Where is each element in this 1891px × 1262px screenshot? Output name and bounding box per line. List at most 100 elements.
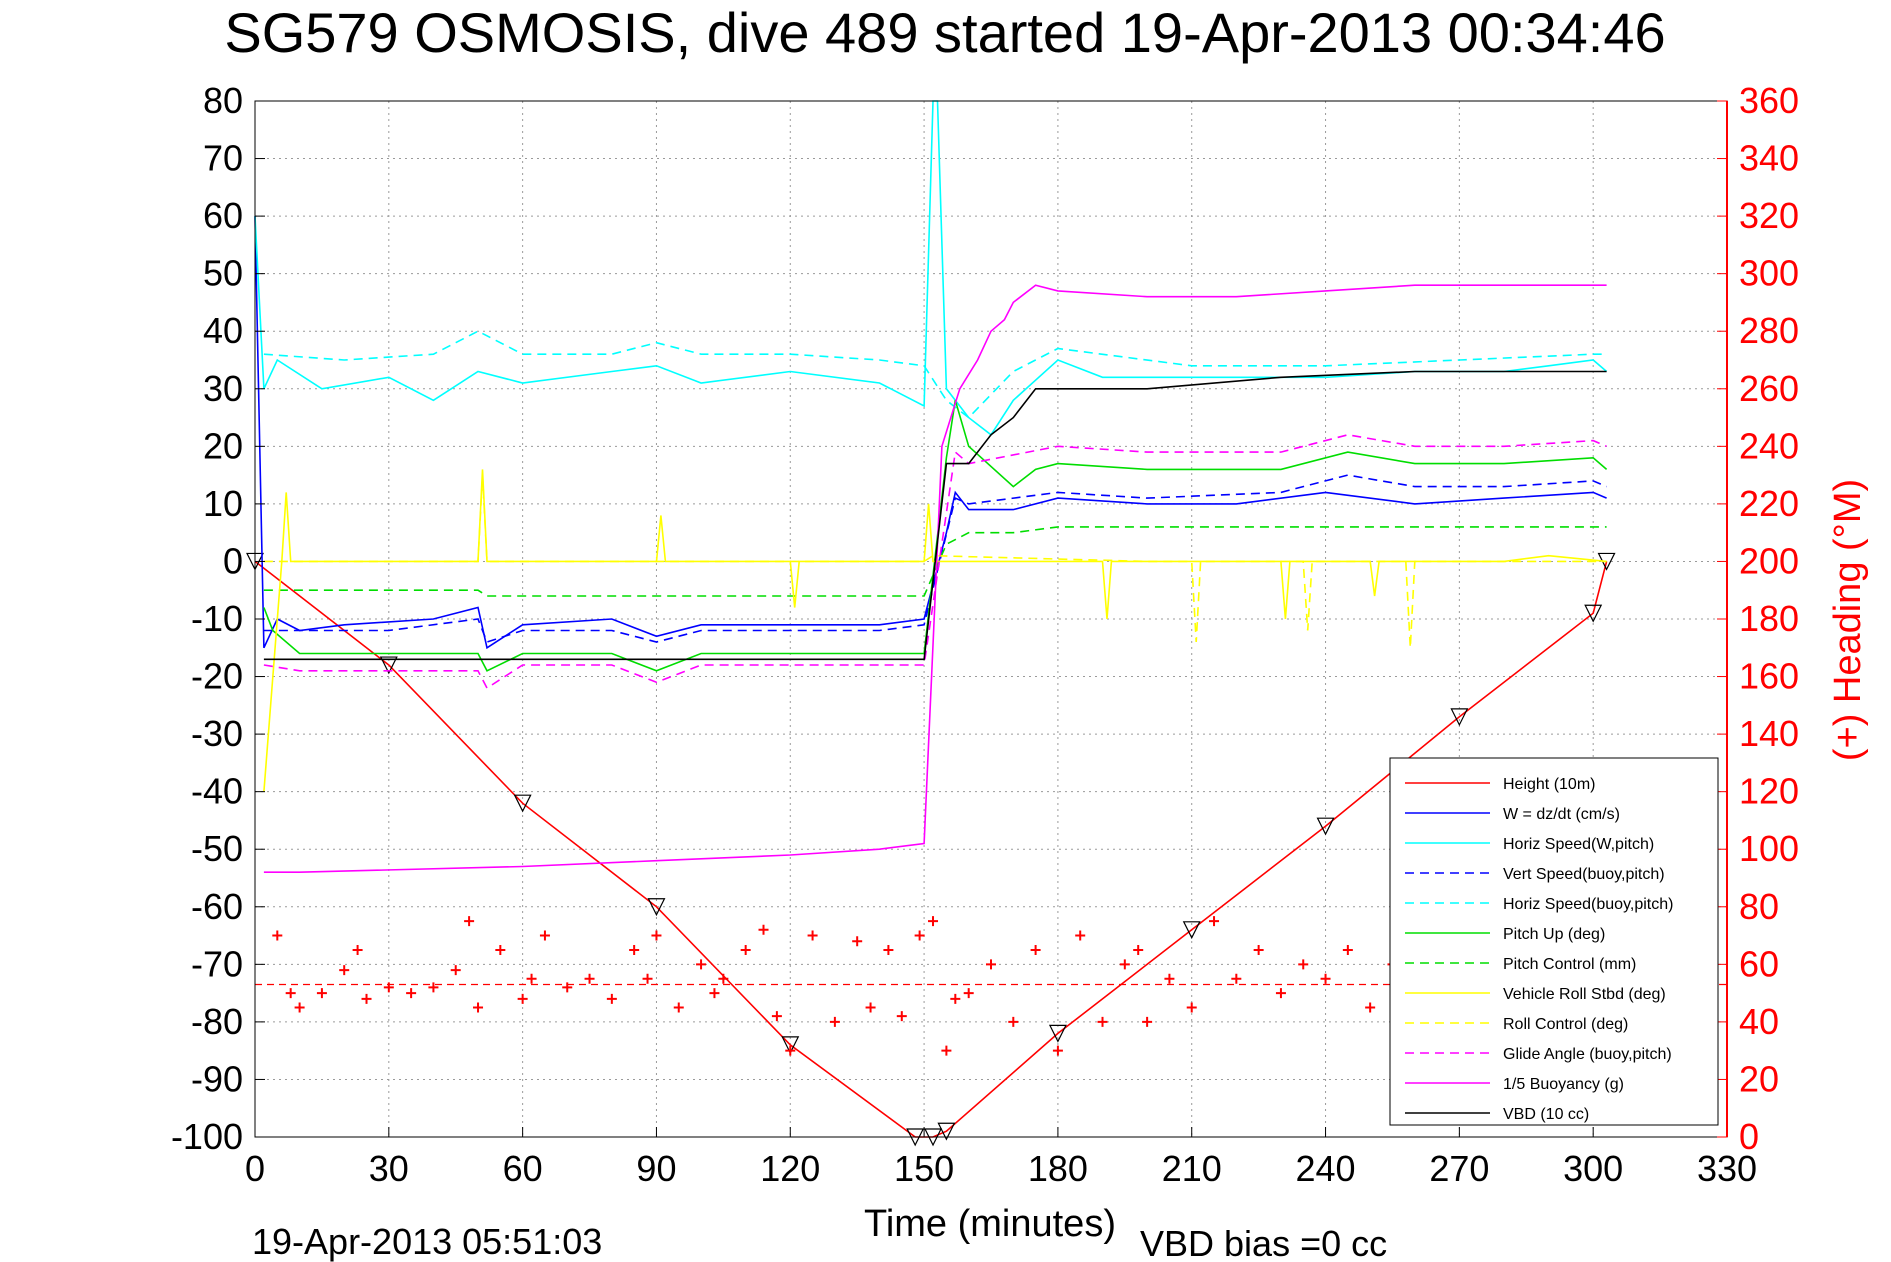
legend-label-0: Height (10m): [1503, 776, 1595, 793]
heading-point-17: [562, 982, 573, 993]
x-tick-label-4: 120: [760, 1148, 820, 1189]
x-axis-label: Time (minutes): [864, 1203, 1116, 1245]
heading-point-19: [606, 993, 617, 1004]
heading-point-22: [651, 930, 662, 941]
y-left-tick-label-11: -30: [191, 713, 243, 754]
y-right-tick-label-11: 140: [1739, 713, 1799, 754]
height-marker-9: [1182, 921, 1201, 940]
heading-point-49: [1133, 944, 1144, 955]
y-right-tick-label-0: 360: [1739, 80, 1799, 121]
legend-label-1: W = dz/dt (cm/s): [1503, 806, 1620, 823]
y-left-tick-label-1: 70: [203, 138, 243, 179]
heading-point-58: [1320, 973, 1331, 984]
y-right-tick-label-15: 60: [1739, 943, 1779, 984]
heading-point-34: [865, 1002, 876, 1013]
legend-label-4: Horiz Speed(buoy,pitch): [1503, 896, 1673, 913]
y-left-tick-label-7: 10: [203, 483, 243, 524]
y-right-tick-label-3: 300: [1739, 253, 1799, 294]
series-line-6: [263, 526, 1607, 597]
y-left-tick-label-18: -100: [171, 1116, 243, 1157]
heading-point-31: [807, 930, 818, 941]
heading-point-38: [928, 916, 939, 927]
heading-point-18: [584, 973, 595, 984]
heading-point-11: [464, 916, 475, 927]
y-right-tick-label-18: 0: [1739, 1116, 1759, 1157]
legend-box: [1389, 757, 1719, 1126]
heading-point-56: [1275, 988, 1286, 999]
y-left-tick-label-9: -10: [191, 598, 243, 639]
series-1: [254, 216, 1607, 650]
y-left-tick-label-17: -90: [191, 1058, 243, 1099]
series-4: [263, 330, 1607, 419]
series-line-11: [263, 370, 1607, 661]
footer-timestamp: 19-Apr-2013 05:51:03: [252, 1221, 602, 1262]
height-marker-4: [781, 1036, 800, 1055]
y-right-tick-label-12: 120: [1739, 771, 1799, 812]
heading-point-32: [829, 1016, 840, 1027]
x-tick-label-1: 30: [369, 1148, 409, 1189]
y-left-tick-label-13: -50: [191, 828, 243, 869]
heading-point-51: [1164, 973, 1175, 984]
heading-point-20: [629, 944, 640, 955]
y-left-tick-label-0: 80: [203, 80, 243, 121]
series-line-5: [263, 400, 1608, 672]
series-layer: [246, 100, 1727, 1147]
x-tick-label-3: 90: [636, 1148, 676, 1189]
heading-point-3: [316, 988, 327, 999]
y-left-tick-label-5: 30: [203, 368, 243, 409]
series-line-3: [263, 474, 1607, 643]
heading-point-14: [517, 993, 528, 1004]
series-12: [272, 916, 1411, 1056]
series-5: [263, 400, 1608, 672]
y-left-tick-label-14: -60: [191, 886, 243, 927]
heading-point-1: [285, 988, 296, 999]
x-axis-ticks: 0 30 60 90 120 150 180 210 240 270 300 330: [245, 1127, 1757, 1189]
heading-point-16: [539, 930, 550, 941]
heading-point-29: [771, 1011, 782, 1022]
heading-point-24: [696, 959, 707, 970]
heading-point-39: [941, 1045, 952, 1056]
y-right-tick-label-7: 220: [1739, 483, 1799, 524]
legend-label-8: Roll Control (deg): [1503, 1016, 1628, 1033]
x-tick-label-11: 330: [1697, 1148, 1757, 1189]
heading-point-46: [1075, 930, 1086, 941]
footer-vbd-bias: VBD bias =0 cc: [1140, 1223, 1387, 1262]
heading-point-50: [1142, 1016, 1153, 1027]
heading-point-37: [914, 930, 925, 941]
y-right-tick-label-9: 180: [1739, 598, 1799, 639]
y-right-tick-label-14: 80: [1739, 886, 1779, 927]
series-line-10: [263, 284, 1607, 874]
heading-point-27: [740, 944, 751, 955]
legend-label-2: Horiz Speed(W,pitch): [1503, 836, 1654, 853]
heading-point-0: [272, 930, 283, 941]
series-2: [254, 100, 1608, 436]
series-3: [263, 474, 1607, 643]
y-left-tick-label-10: -20: [191, 656, 243, 697]
series-line-9: [263, 433, 1607, 690]
x-tick-label-0: 0: [245, 1148, 265, 1189]
heading-point-2: [294, 1002, 305, 1013]
heading-point-10: [450, 965, 461, 976]
heading-point-52: [1186, 1002, 1197, 1013]
height-marker-12: [1584, 604, 1603, 623]
heading-point-12: [473, 1002, 484, 1013]
series-10: [263, 284, 1607, 874]
y-left-tick-label-12: -40: [191, 771, 243, 812]
height-marker-2: [513, 794, 532, 813]
legend-label-9: Glide Angle (buoy,pitch): [1503, 1046, 1672, 1063]
y-right-tick-label-13: 100: [1739, 828, 1799, 869]
heading-point-35: [883, 944, 894, 955]
y-right-tick-label-1: 340: [1739, 138, 1799, 179]
x-tick-label-10: 300: [1563, 1148, 1623, 1189]
x-tick-label-7: 210: [1162, 1148, 1222, 1189]
heading-point-4: [339, 965, 350, 976]
y-left-tick-label-16: -80: [191, 1001, 243, 1042]
left-axis-ticks: 80 70 60 50 40 30 20 10 0 -10 -20 -30 -40 -50 -60 -70 -8…: [171, 80, 265, 1157]
heading-point-8: [406, 988, 417, 999]
height-marker-11: [1450, 708, 1469, 727]
heading-point-57: [1298, 959, 1309, 970]
legend-label-11: VBD (10 cc): [1503, 1106, 1589, 1123]
height-marker-10: [1316, 817, 1335, 836]
x-tick-label-5: 150: [894, 1148, 954, 1189]
x-tick-label-8: 240: [1296, 1148, 1356, 1189]
